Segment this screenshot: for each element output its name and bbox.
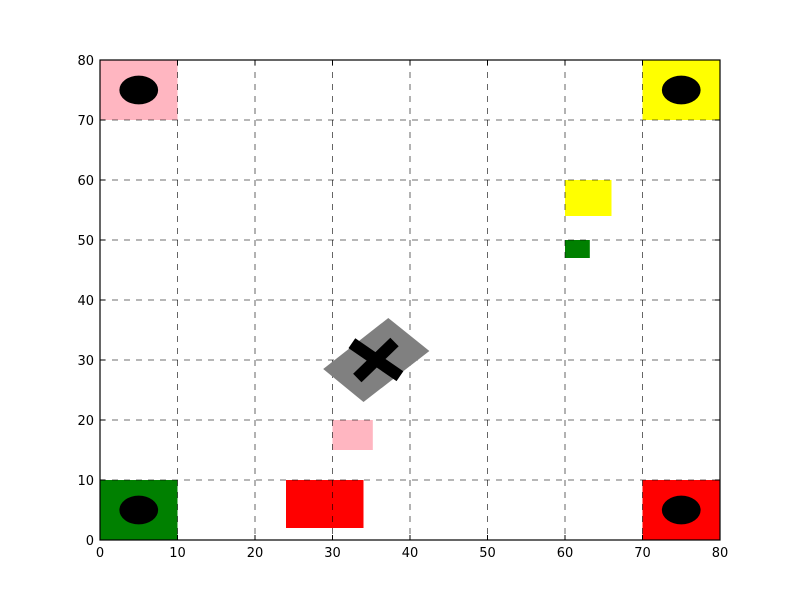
x-tick-label: 50 [479,546,496,561]
y-tick-label: 0 [86,534,94,549]
green-block [565,240,590,258]
y-tick-label: 60 [77,174,94,189]
x-tick-label: 0 [96,546,104,561]
y-tick-label: 30 [77,354,94,369]
y-tick-label: 50 [77,234,94,249]
x-tick-label: 80 [712,546,729,561]
pink-block [332,420,373,450]
x-tick-label: 40 [402,546,419,561]
x-tick-label: 70 [634,546,651,561]
x-tick-label: 60 [557,546,574,561]
red-zone-marker [661,495,701,525]
y-tick-label: 20 [77,414,94,429]
y-tick-label: 80 [77,54,94,69]
plot-area: 0 10 20 30 40 50 60 70 80 0 10 20 30 40 50 60 70 80 [77,54,728,561]
x-tick-label: 30 [324,546,341,561]
pink-zone-marker [119,75,159,105]
y-tick-label: 10 [77,474,94,489]
green-zone-marker [119,495,159,525]
y-tick-label: 70 [77,114,94,129]
x-tick-label: 10 [169,546,186,561]
robot-cross-stroke-b [353,337,399,383]
red-block [286,480,364,528]
yellow-block [565,180,612,216]
x-tick-label: 20 [247,546,264,561]
y-tick-label: 40 [77,294,94,309]
yellow-zone-marker [661,75,701,105]
